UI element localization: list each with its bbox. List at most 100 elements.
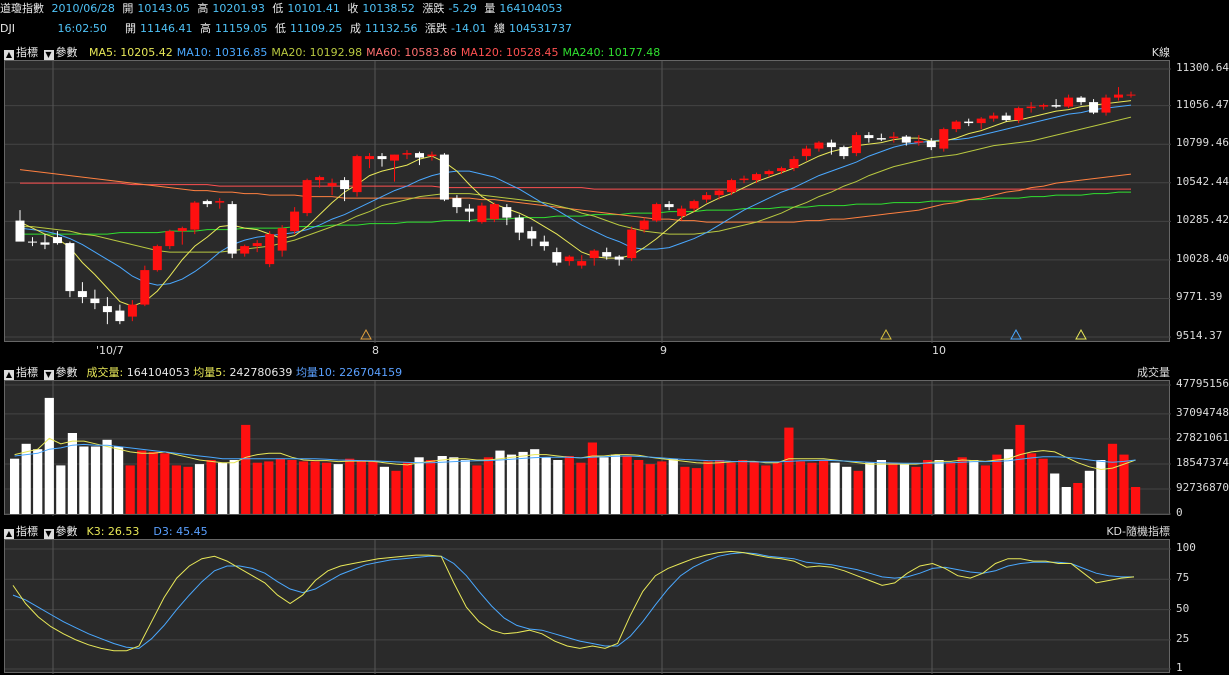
kd-panel-title: KD-隨機指標 (1106, 525, 1170, 538)
candle-body (1101, 97, 1111, 113)
volume-bar (264, 461, 274, 514)
volume-bar (56, 465, 66, 514)
indicator-button[interactable]: ▲ 指標 (4, 45, 38, 60)
volume-y-tick: 0 (1176, 506, 1183, 519)
candle-body (1039, 105, 1049, 107)
volume-bar (137, 450, 147, 514)
high-label-2: 高 (200, 22, 211, 35)
open-label-2: 開 (125, 22, 136, 35)
low-value-2: 11109.25 (290, 22, 343, 35)
volume-bar (1119, 454, 1129, 514)
change-label-2: 漲跌 (425, 22, 447, 35)
volume-y-tick: 477951561 (1176, 376, 1229, 390)
avg5-value: 242780639 (229, 366, 293, 379)
volume-bar (391, 470, 401, 514)
volume-bar (969, 460, 979, 514)
volume-bar (853, 470, 863, 514)
volume-bar (899, 464, 910, 514)
candle-body (1076, 97, 1086, 103)
candle-body (789, 159, 799, 169)
candle-body (1014, 108, 1024, 121)
volume-bar (426, 460, 436, 514)
signal-triangle-icon (1010, 328, 1022, 340)
avg10-label: 均量10: (295, 366, 336, 379)
indicator-button-vol[interactable]: ▲ 指標 (4, 365, 38, 380)
candle-body (889, 136, 899, 139)
volume-bar (356, 460, 366, 514)
ma-legend-item: MA20: 10192.98 (271, 46, 363, 59)
candle-body (752, 174, 761, 181)
volume-bar (160, 453, 170, 514)
indicator-button-label: 指標 (16, 46, 38, 59)
volume-bar (876, 460, 886, 514)
volume-bar (90, 446, 101, 514)
candle-body (764, 171, 774, 175)
signal-triangle-icon (1075, 328, 1087, 340)
volume-bar (564, 456, 574, 514)
candle-body (814, 142, 824, 149)
candle-body (427, 154, 437, 157)
volume-bar (287, 460, 297, 514)
volume-bar (483, 457, 493, 514)
candle-body (527, 231, 537, 239)
volume-bar (1084, 470, 1094, 514)
header-row-1: 道瓊指數 2010/06/28 開 10143.05 高 10201.93 低 101… (0, 1, 566, 17)
params-button[interactable]: ▼ 參數 (43, 45, 78, 60)
quote-time: 16:02:50 (57, 22, 107, 35)
volume-bar (322, 462, 332, 514)
params-button-kd[interactable]: ▼ 參數 (43, 524, 78, 539)
avg5-label: 均量5: (193, 366, 226, 379)
kd-panel[interactable] (4, 539, 1171, 674)
candle-body (377, 156, 387, 160)
indicator-button-kd[interactable]: ▲ 指標 (4, 524, 38, 539)
total-label: 總 (493, 22, 505, 35)
indicator-button-vol-label: 指標 (16, 366, 38, 379)
close-label-2: 成 (350, 22, 361, 35)
kd-y-tick: 1 (1176, 661, 1183, 674)
price-y-tick: 10799.46 (1176, 136, 1229, 150)
candle-body (602, 252, 612, 257)
volume-bar (911, 466, 921, 514)
volume-bar (957, 457, 967, 514)
volume-bar (44, 397, 54, 514)
volume-panel[interactable] (4, 380, 1171, 516)
candle-body (452, 198, 462, 208)
candle-body (914, 141, 924, 143)
volume-bar (1038, 458, 1048, 514)
volume-bar (980, 465, 990, 514)
price-y-tick: 10285.42 (1176, 213, 1229, 227)
candle-body (652, 204, 662, 221)
change-value: -5.29 (448, 2, 477, 15)
volume-bar (715, 460, 725, 514)
volume-bar (114, 446, 124, 514)
volume-bar (310, 461, 320, 514)
candle-body (552, 252, 562, 263)
triangle-up-icon: ▲ (4, 50, 14, 60)
candle-body (252, 243, 262, 247)
high-value-2: 11159.05 (215, 22, 268, 35)
volume-bar (10, 458, 20, 514)
kd-chart (5, 540, 1171, 674)
volume-bar (819, 460, 829, 514)
volume-bar (1131, 487, 1141, 514)
ma20-line (20, 116, 1132, 253)
d-value: 45.45 (176, 525, 208, 538)
candle-body (864, 135, 874, 139)
price-panel[interactable] (4, 60, 1171, 343)
params-button-vol[interactable]: ▼ 參數 (43, 365, 78, 380)
kd-y-tick: 25 (1176, 631, 1190, 645)
ma5-line (19, 100, 1132, 307)
candle-body (165, 231, 175, 247)
volume-bar (148, 451, 158, 514)
volume-bar (379, 466, 389, 514)
volume-bar (472, 465, 482, 514)
candle-body (826, 142, 836, 148)
candle-body (177, 228, 187, 232)
candle-body (140, 270, 150, 305)
ma-legend-item: MA10: 10316.85 (176, 46, 268, 59)
price-x-tick: 8 (372, 344, 379, 357)
kd-y-tick: 50 (1176, 601, 1190, 615)
ma60-line (19, 169, 1132, 223)
candle-body (277, 228, 287, 251)
price-y-tick: 9771.39 (1176, 290, 1223, 304)
